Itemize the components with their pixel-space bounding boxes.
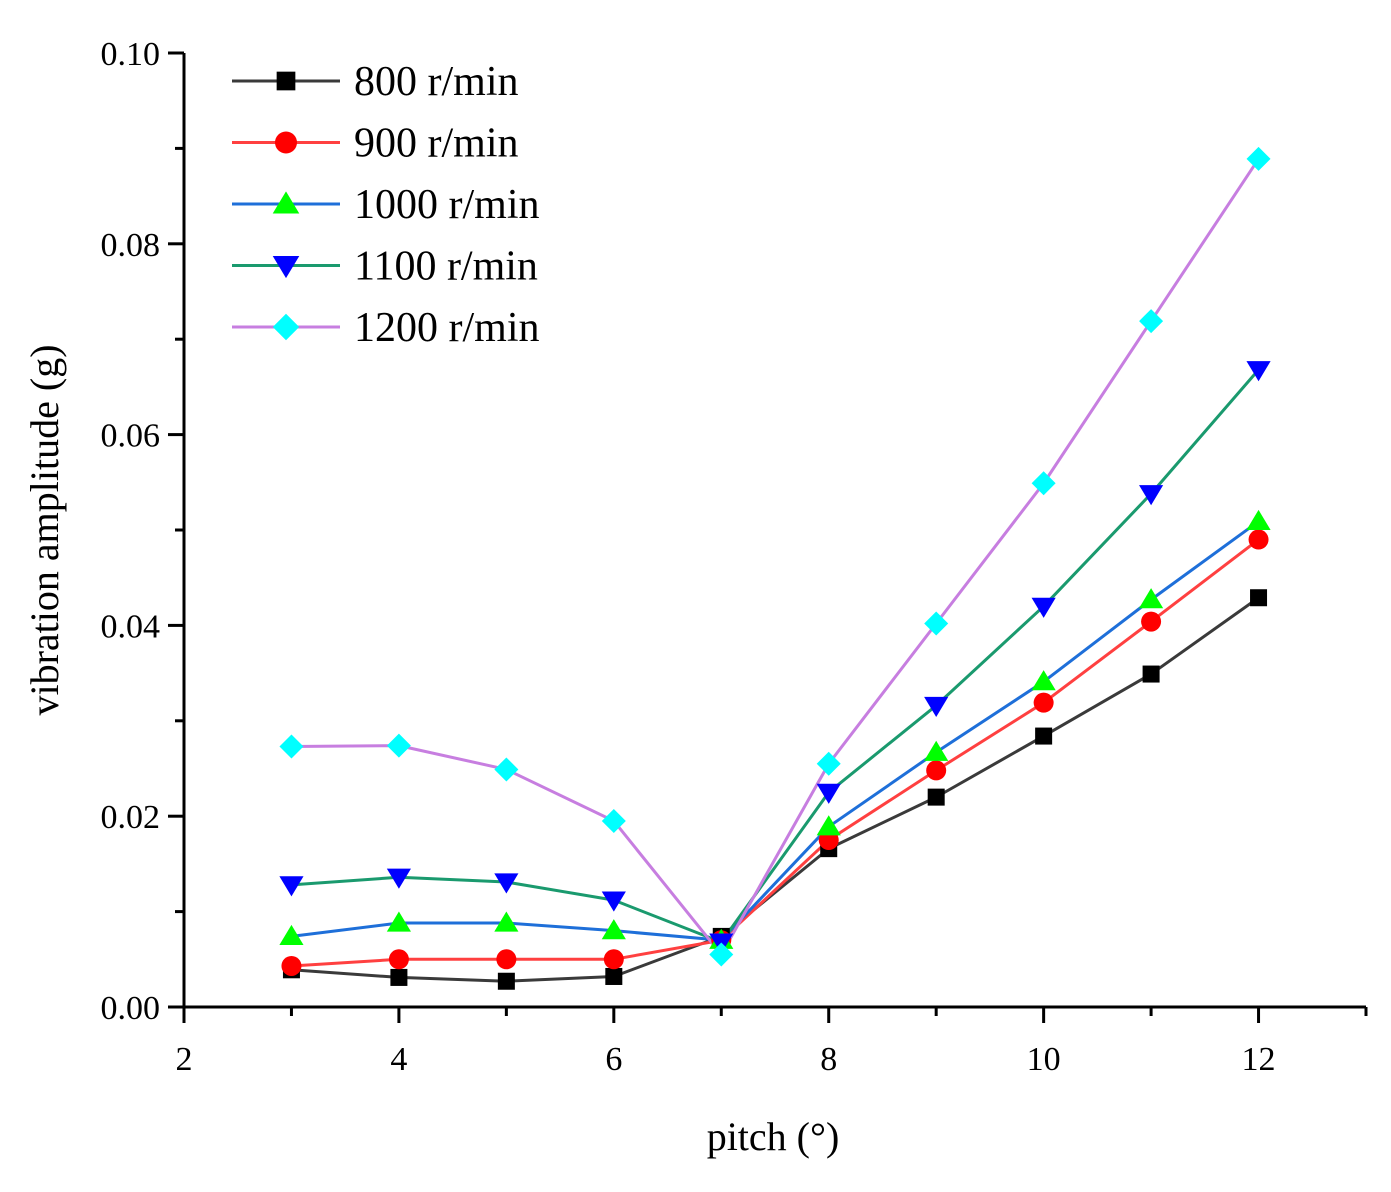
legend-marker-1000-r-min <box>272 191 300 214</box>
data-point-1000-r-min <box>279 924 304 946</box>
data-point-1100-r-min <box>924 696 949 718</box>
legend-marker-1100-r-min <box>272 256 300 279</box>
data-point-1000-r-min <box>1246 509 1271 531</box>
data-point-1100-r-min <box>816 783 841 804</box>
data-point-900-r-min <box>388 949 409 970</box>
x-tick-label: 8 <box>820 1041 837 1078</box>
series-markers <box>279 146 1271 990</box>
data-point-1000-r-min <box>1031 670 1056 691</box>
data-point-1000-r-min <box>816 815 841 836</box>
data-point-800-r-min <box>1142 665 1160 683</box>
legend-label-800-r-min: 800 r/min <box>354 59 519 105</box>
data-point-800-r-min <box>1035 727 1053 745</box>
series-line-800-r-min <box>291 596 1260 983</box>
data-point-1100-r-min <box>1246 361 1271 382</box>
data-point-1200-r-min <box>279 734 304 759</box>
data-point-1200-r-min <box>1031 471 1056 496</box>
data-point-800-r-min <box>390 968 408 986</box>
data-point-1200-r-min <box>494 757 519 782</box>
data-point-1200-r-min <box>816 751 841 776</box>
data-point-1100-r-min <box>601 891 626 912</box>
data-point-800-r-min <box>497 972 515 990</box>
legend-marker-900-r-min <box>275 131 297 154</box>
y-tick-label: 0.10 <box>101 36 161 73</box>
data-point-1100-r-min <box>1031 597 1056 618</box>
data-point-900-r-min <box>1248 529 1269 550</box>
data-point-1100-r-min <box>494 873 519 894</box>
y-tick-label: 0.02 <box>101 799 161 836</box>
y-axis-title: vibration amplitude (g) <box>22 344 67 715</box>
legend-label-1100-r-min: 1100 r/min <box>354 244 538 290</box>
axes: 2 4 6 8 10 12 0.00 0.02 0.04 0.06 0.08 0.10 <box>101 36 1368 1078</box>
data-point-1100-r-min <box>1139 485 1164 506</box>
series-line-1200-r-min <box>291 158 1260 957</box>
y-tick-label: 0.08 <box>101 227 161 264</box>
legend-label-1200-r-min: 1200 r/min <box>354 305 540 351</box>
data-point-1000-r-min <box>1139 588 1164 609</box>
data-point-1200-r-min <box>709 942 734 967</box>
x-axis-title: pitch (°) <box>707 1114 840 1159</box>
data-point-1200-r-min <box>924 611 949 636</box>
data-point-1000-r-min <box>494 911 519 932</box>
x-tick-label: 4 <box>390 1041 407 1078</box>
data-point-1200-r-min <box>1139 309 1164 334</box>
data-point-800-r-min <box>1250 589 1268 607</box>
data-point-1100-r-min <box>386 868 411 889</box>
data-point-800-r-min <box>605 967 623 985</box>
legend-marker-800-r-min <box>276 71 296 91</box>
legend-label-1000-r-min: 1000 r/min <box>354 182 540 228</box>
x-tick-label: 2 <box>176 1041 193 1078</box>
data-point-1000-r-min <box>601 919 626 940</box>
data-point-1100-r-min <box>279 876 304 897</box>
legend-label-900-r-min: 900 r/min <box>354 121 519 167</box>
data-point-1200-r-min <box>1246 146 1271 171</box>
data-point-1000-r-min <box>924 740 949 761</box>
x-tick-label: 10 <box>1027 1041 1061 1078</box>
data-point-1000-r-min <box>386 911 411 932</box>
data-point-900-r-min <box>926 760 947 781</box>
y-tick-label: 0.04 <box>101 608 161 645</box>
x-tick-label: 6 <box>605 1041 622 1078</box>
legend: 800 r/min 900 r/min 1000 r/min 1100 r/min 12… <box>232 59 540 351</box>
series-line-1000-r-min <box>291 520 1260 942</box>
data-point-900-r-min <box>603 949 624 970</box>
data-point-900-r-min <box>496 949 517 970</box>
data-point-1200-r-min <box>386 733 411 758</box>
series-line-1100-r-min <box>291 368 1260 944</box>
data-point-1200-r-min <box>601 808 626 833</box>
data-point-900-r-min <box>1141 611 1162 632</box>
series-lines <box>291 158 1260 983</box>
y-tick-label: 0.00 <box>101 990 161 1027</box>
series-line-900-r-min <box>291 538 1260 968</box>
data-point-900-r-min <box>281 955 302 976</box>
y-tick-label: 0.06 <box>101 418 161 455</box>
legend-marker-1200-r-min <box>272 313 300 341</box>
data-point-800-r-min <box>927 788 945 806</box>
x-tick-label: 12 <box>1242 1041 1276 1078</box>
data-point-900-r-min <box>1033 692 1054 713</box>
